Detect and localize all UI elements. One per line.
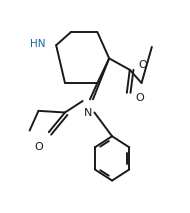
Text: O: O	[34, 142, 43, 152]
Text: O: O	[136, 93, 144, 103]
Text: O: O	[139, 60, 147, 70]
Text: HN: HN	[30, 39, 46, 49]
Text: N: N	[84, 108, 93, 118]
